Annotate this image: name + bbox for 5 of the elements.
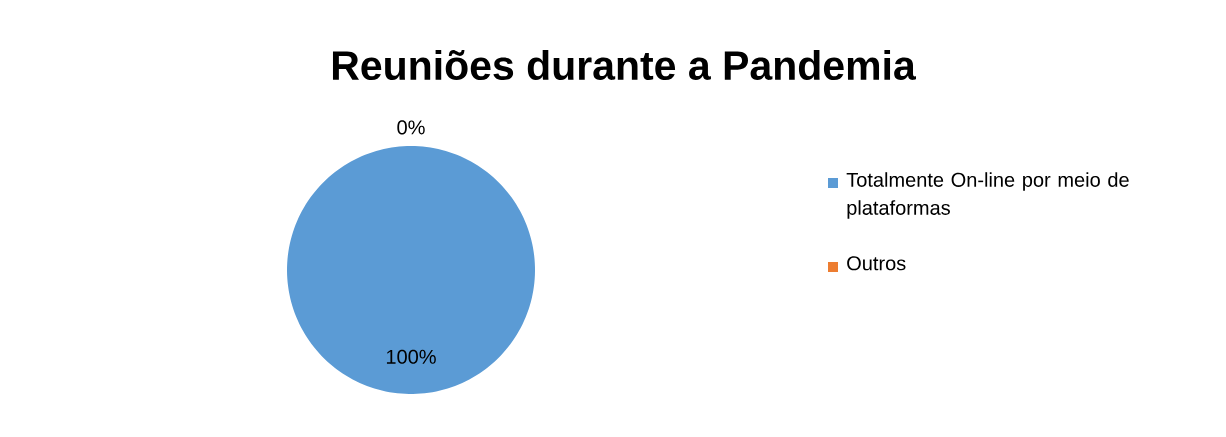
text: 0% [397, 120, 425, 135]
data-label: 100% [386, 349, 436, 364]
legend-label: Outros [847, 256, 906, 271]
chart-title: Reuniões durante a Pandemia [332, 49, 917, 81]
legend-label: Totalmente On-line por meio de plataformas [846, 172, 1129, 219]
